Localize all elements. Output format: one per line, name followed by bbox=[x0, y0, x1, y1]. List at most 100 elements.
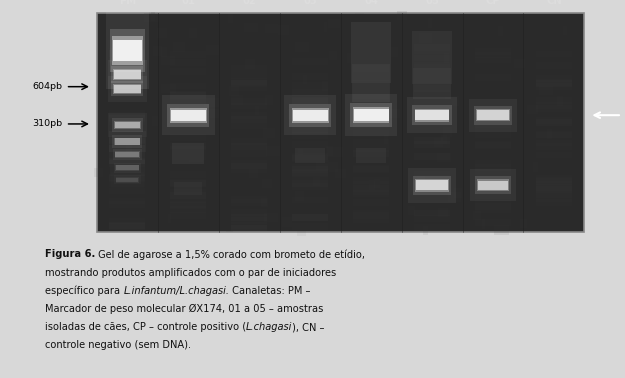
Bar bbox=[292, 173, 328, 180]
Bar bbox=[536, 143, 572, 150]
Bar bbox=[353, 178, 389, 184]
Bar bbox=[231, 65, 268, 72]
Bar bbox=[548, 98, 563, 108]
Bar bbox=[231, 199, 268, 206]
Bar bbox=[231, 225, 268, 231]
Bar bbox=[292, 132, 328, 139]
Bar bbox=[231, 122, 268, 129]
Bar bbox=[231, 103, 268, 110]
Bar bbox=[475, 186, 511, 193]
Bar bbox=[475, 124, 511, 131]
Bar bbox=[109, 160, 146, 167]
Bar bbox=[327, 147, 342, 156]
Bar bbox=[292, 180, 328, 186]
Bar bbox=[170, 197, 206, 204]
Text: 05: 05 bbox=[425, 0, 439, 6]
Bar bbox=[328, 19, 339, 28]
Bar bbox=[106, 12, 149, 89]
Bar bbox=[350, 103, 392, 127]
Bar bbox=[292, 214, 328, 221]
Bar bbox=[105, 192, 109, 201]
Bar bbox=[170, 92, 206, 99]
Bar bbox=[170, 206, 206, 213]
Bar bbox=[109, 138, 146, 144]
Bar bbox=[475, 113, 511, 120]
Text: L.infantum/L.chagasi.: L.infantum/L.chagasi. bbox=[123, 286, 229, 296]
Bar bbox=[536, 81, 572, 87]
Bar bbox=[113, 149, 142, 160]
Bar bbox=[472, 211, 481, 220]
Bar bbox=[533, 163, 538, 172]
Bar bbox=[265, 95, 272, 105]
Bar bbox=[475, 182, 511, 189]
Bar bbox=[557, 96, 563, 105]
Bar bbox=[170, 51, 206, 57]
Bar bbox=[475, 219, 511, 226]
Bar bbox=[514, 59, 524, 68]
Bar bbox=[390, 47, 398, 57]
Bar bbox=[114, 122, 140, 129]
Bar bbox=[109, 201, 146, 208]
Bar bbox=[414, 189, 450, 195]
Bar bbox=[176, 107, 179, 117]
Bar bbox=[489, 77, 501, 87]
Bar bbox=[302, 75, 308, 84]
Bar bbox=[414, 90, 450, 96]
Bar bbox=[231, 154, 268, 161]
Bar bbox=[115, 164, 139, 171]
Bar bbox=[109, 223, 146, 230]
Bar bbox=[109, 174, 146, 181]
Bar bbox=[289, 104, 331, 127]
Bar bbox=[295, 192, 304, 201]
Bar bbox=[401, 48, 414, 58]
Bar bbox=[170, 223, 206, 230]
Bar bbox=[231, 81, 268, 87]
Bar bbox=[384, 135, 388, 144]
Bar bbox=[353, 212, 389, 218]
Bar bbox=[475, 203, 511, 210]
Bar bbox=[231, 160, 268, 167]
Bar bbox=[109, 222, 146, 229]
Bar bbox=[255, 105, 259, 115]
Bar bbox=[109, 146, 145, 164]
Bar bbox=[414, 138, 450, 144]
Bar bbox=[475, 142, 511, 149]
Bar bbox=[536, 181, 572, 188]
Bar bbox=[536, 105, 572, 112]
Bar bbox=[284, 95, 336, 135]
Bar bbox=[173, 42, 184, 52]
Bar bbox=[536, 140, 572, 147]
Bar bbox=[109, 217, 146, 224]
Bar bbox=[353, 120, 389, 127]
Bar bbox=[109, 50, 146, 57]
Bar bbox=[115, 138, 140, 144]
Bar bbox=[482, 219, 486, 229]
Bar bbox=[414, 59, 450, 66]
Bar bbox=[342, 164, 352, 174]
Bar bbox=[414, 141, 450, 148]
Bar bbox=[219, 16, 225, 26]
Bar bbox=[114, 85, 141, 93]
Bar bbox=[231, 138, 268, 145]
Bar bbox=[151, 12, 155, 21]
Bar bbox=[114, 84, 141, 94]
Bar bbox=[189, 28, 198, 38]
Bar bbox=[109, 115, 146, 122]
Bar bbox=[282, 217, 292, 227]
Text: 02: 02 bbox=[242, 0, 256, 6]
Bar bbox=[475, 109, 511, 116]
Bar bbox=[419, 33, 432, 43]
Bar bbox=[536, 75, 572, 82]
Bar bbox=[144, 12, 159, 22]
Bar bbox=[112, 216, 128, 226]
Bar bbox=[206, 45, 219, 54]
Bar bbox=[353, 85, 389, 92]
Bar bbox=[414, 112, 450, 119]
Bar bbox=[565, 174, 573, 183]
Bar bbox=[108, 113, 146, 137]
Bar bbox=[536, 177, 572, 183]
Bar bbox=[292, 108, 329, 122]
Bar bbox=[292, 197, 328, 203]
Bar bbox=[475, 131, 511, 138]
Bar bbox=[116, 177, 139, 183]
